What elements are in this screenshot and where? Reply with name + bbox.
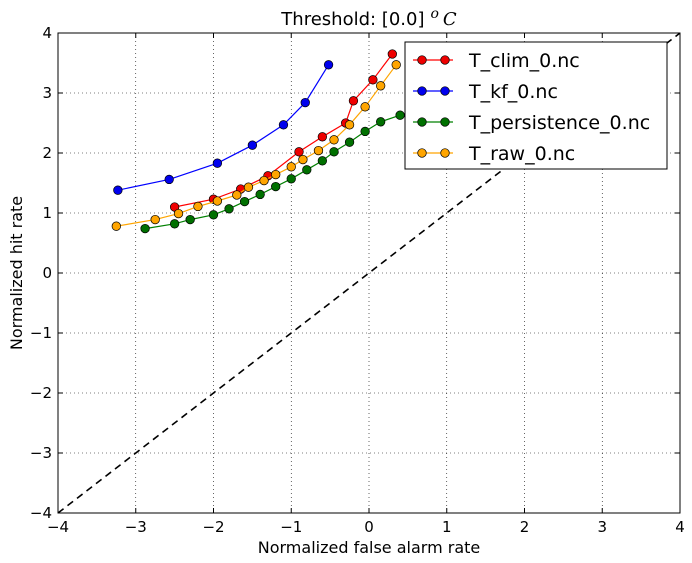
chart-title: Threshold: [0.0] o C	[280, 6, 457, 30]
legend-label: T_persistence_0.nc	[468, 112, 650, 134]
legend-marker	[417, 148, 427, 158]
y-axis-label: Normalized hit rate	[7, 196, 26, 350]
x-tick-label: 2	[520, 518, 530, 536]
data-point	[113, 185, 123, 195]
series-3	[111, 60, 401, 231]
data-point	[243, 182, 254, 192]
legend-label: T_raw_0.nc	[468, 143, 575, 165]
data-point	[391, 60, 401, 70]
data-point	[286, 174, 296, 184]
data-point	[329, 135, 339, 145]
data-point	[271, 169, 281, 180]
data-point	[150, 214, 160, 225]
data-point	[164, 174, 174, 185]
data-point	[232, 190, 242, 200]
data-point	[317, 156, 328, 166]
series-2	[140, 110, 405, 234]
data-point	[323, 60, 334, 70]
legend-label: T_clim_0.nc	[468, 50, 580, 72]
data-point	[300, 97, 310, 108]
y-tick-label: −1	[30, 324, 52, 342]
data-point	[259, 175, 269, 186]
data-point	[387, 49, 397, 59]
chart-title-unit: C	[443, 9, 457, 30]
y-tick-label: 3	[42, 84, 52, 102]
y-tick-label: 0	[42, 264, 52, 282]
data-point	[255, 189, 265, 200]
data-point	[368, 75, 378, 85]
data-point	[360, 102, 370, 112]
grid	[58, 33, 680, 513]
x-axis-label: Normalized false alarm rate	[258, 538, 481, 557]
x-tick-label: 0	[364, 518, 374, 536]
legend-box	[404, 41, 668, 170]
y-tick-label: −4	[30, 504, 52, 522]
legend-marker	[440, 86, 450, 96]
y-tick-label: 4	[42, 24, 52, 42]
data-point	[376, 117, 386, 127]
data-point	[344, 137, 355, 147]
series-group	[111, 49, 405, 234]
chart-title-text: Threshold: [0.0]	[280, 9, 424, 30]
data-point	[173, 208, 184, 219]
y-tick-label: −2	[30, 384, 52, 402]
x-tick-label: −4	[47, 518, 69, 536]
legend-marker	[440, 117, 450, 127]
data-point	[208, 210, 219, 220]
data-point	[193, 201, 203, 212]
x-tick-label: −1	[280, 518, 302, 536]
legend-label: T_kf_0.nc	[468, 81, 558, 103]
data-point	[298, 154, 308, 165]
x-tick-label: 4	[675, 518, 685, 536]
legend-marker	[440, 55, 450, 65]
data-point	[169, 219, 180, 229]
data-point	[286, 162, 296, 172]
x-tick-label: 1	[442, 518, 452, 536]
data-point	[278, 120, 289, 130]
y-tick-label: 2	[42, 144, 52, 162]
y-tick-label: 1	[42, 204, 52, 222]
legend: T_clim_0.nc T_kf_0.nc T_persistence_0.nc T_…	[404, 41, 668, 170]
data-point	[348, 96, 359, 106]
data-point	[212, 158, 223, 168]
data-point	[239, 196, 250, 207]
data-point	[360, 126, 370, 137]
data-point	[140, 223, 150, 234]
data-point	[185, 214, 195, 225]
x-tick-label: 3	[597, 518, 607, 536]
data-point	[395, 110, 405, 120]
data-point	[294, 147, 304, 157]
data-point	[313, 145, 324, 156]
series-line	[174, 53, 393, 208]
data-point	[212, 196, 223, 206]
series-line	[144, 114, 401, 230]
data-point	[111, 221, 121, 231]
data-point	[224, 204, 234, 214]
data-point	[329, 147, 339, 157]
legend-marker	[417, 55, 427, 65]
data-point	[376, 81, 386, 91]
data-point	[344, 120, 355, 130]
legend-marker	[417, 117, 427, 127]
axis-ticks: −4 −3 −2 −1 0 1 2 3 4 −4 −3 −2 −1 0 1 2 3 4	[30, 24, 685, 536]
data-point	[247, 140, 258, 150]
y-tick-label: −3	[30, 444, 52, 462]
legend-marker	[417, 86, 427, 96]
x-tick-label: −2	[202, 518, 224, 536]
data-point	[271, 181, 281, 192]
data-point	[317, 132, 328, 142]
series-1	[113, 60, 334, 195]
data-point	[302, 165, 312, 175]
x-tick-label: −3	[125, 518, 147, 536]
legend-marker	[440, 148, 450, 158]
chart-title-superscript: o	[430, 6, 438, 22]
